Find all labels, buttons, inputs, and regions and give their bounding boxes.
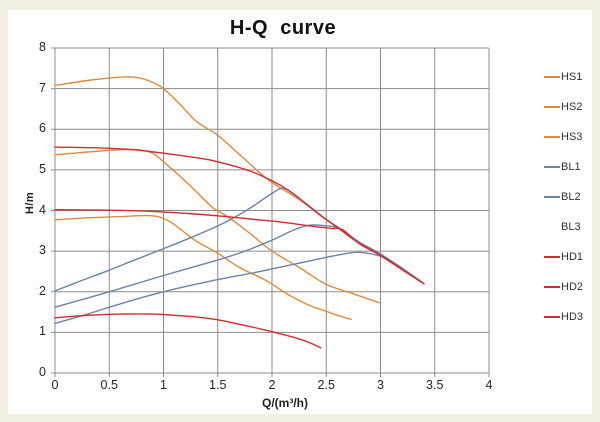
legend-label-BL2: BL2	[561, 191, 581, 203]
legend-item-BL2: BL2	[544, 190, 581, 204]
legend-label-BL1: BL1	[561, 161, 581, 173]
legend-line-BL1	[544, 166, 560, 168]
legend-line-HD2	[544, 286, 560, 288]
legend-label-HS3: HS3	[561, 131, 583, 143]
chart-title: H-Q curve	[229, 17, 337, 39]
chart-panel	[8, 10, 592, 414]
curve-HS3	[54, 214, 352, 321]
legend-item-BL1: BL1	[544, 160, 581, 174]
x-tick-label-1: 1	[160, 378, 167, 392]
x-axis-label: Q/(m³/h)	[262, 396, 308, 410]
legend-line-HS2	[544, 106, 560, 108]
y-tick-label-0: 0	[39, 365, 46, 379]
x-tick-label-2: 2	[268, 378, 276, 392]
y-tick-label-3: 3	[39, 243, 46, 258]
legend-line-HS1	[544, 76, 560, 78]
legend-item-HD3: HD3	[544, 310, 583, 324]
y-tick-label-7: 7	[39, 80, 46, 95]
legend-line-HD1	[544, 256, 560, 258]
legend-label-HD1: HD1	[561, 251, 584, 263]
y-tick-label-6: 6	[39, 121, 46, 136]
curve-BL3	[54, 251, 414, 325]
y-tick-label-8: 8	[39, 40, 46, 54]
legend-label-BL3: BL3	[561, 221, 581, 233]
y-tick-label-5: 5	[39, 161, 46, 176]
legend-item-HD2: HD2	[544, 280, 583, 294]
x-tick-label-3: 3	[377, 378, 384, 392]
curve-HD3	[54, 313, 322, 349]
legend-line-BL2	[544, 196, 560, 198]
legend-label-HS1: HS1	[561, 71, 583, 83]
legend-line-HS3	[544, 136, 560, 138]
legend-item-HS2: HS2	[544, 100, 582, 114]
legend-label-HD3: HD3	[561, 311, 584, 323]
x-tick-label-0.5: 0.5	[100, 378, 118, 392]
legend-line-HD3	[544, 316, 560, 318]
legend-item-BL3: BL3	[544, 220, 581, 234]
y-tick-label-2: 2	[39, 283, 46, 298]
x-tick-label-3.5: 3.5	[426, 378, 444, 392]
y-tick-label-4: 4	[39, 202, 46, 217]
x-tick-label-1.5: 1.5	[209, 378, 227, 392]
legend-item-HS1: HS1	[544, 70, 582, 84]
y-tick-label-1: 1	[39, 324, 46, 339]
legend-item-HD1: HD1	[544, 250, 583, 264]
legend-item-HS3: HS3	[544, 130, 582, 144]
curve-HD2	[54, 209, 425, 285]
legend-label-HS2: HS2	[561, 101, 583, 113]
x-tick-label-2.5: 2.5	[317, 378, 335, 392]
x-tick-label-0: 0	[51, 378, 59, 392]
x-tick-label-4: 4	[485, 378, 493, 392]
legend-label-HD2: HD2	[561, 281, 584, 293]
